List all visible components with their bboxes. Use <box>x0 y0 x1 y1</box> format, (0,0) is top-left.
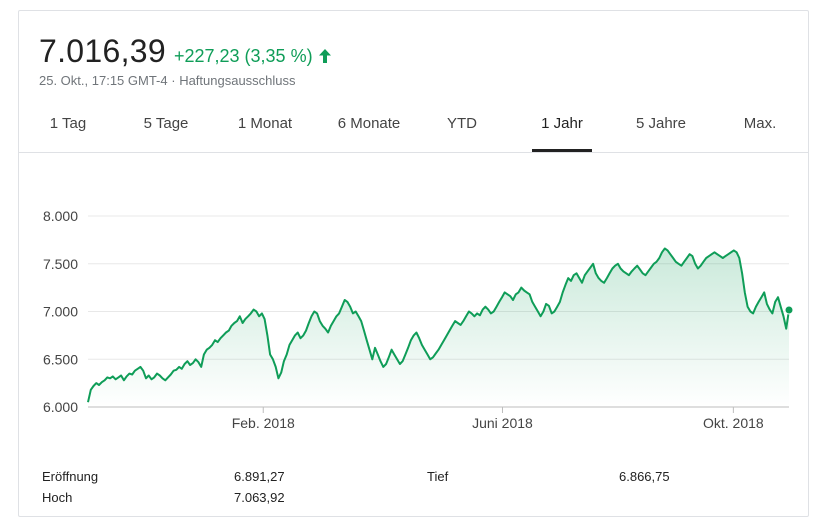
high-value: 7.063,92 <box>234 490 285 505</box>
x-tick-label: Feb. 2018 <box>232 415 295 431</box>
current-price: 7.016,39 <box>39 33 166 69</box>
stock-card: 7.016,39 +227,23 (3,35 %) 25. Okt., 17:1… <box>18 10 809 517</box>
tab-max[interactable]: Max. <box>743 115 777 132</box>
last-price-marker <box>784 305 794 315</box>
arrow-up-icon <box>318 49 331 63</box>
tab-ytd[interactable]: YTD <box>447 115 477 132</box>
stats-table: Eröffnung 6.891,27 Tief 6.866,75 Hoch 7.… <box>19 459 808 509</box>
x-tick-label: Juni 2018 <box>472 415 533 431</box>
high-label: Hoch <box>42 490 73 505</box>
price-change: +227,23 (3,35 %) <box>173 46 313 66</box>
y-tick-label: 7.500 <box>43 256 78 272</box>
tab-5-days[interactable]: 5 Tage <box>143 115 189 132</box>
tab-5-years[interactable]: 5 Jahre <box>635 115 687 132</box>
price-area <box>88 248 789 407</box>
tab-1-day[interactable]: 1 Tag <box>49 115 87 132</box>
price-row: 7.016,39 +227,23 (3,35 %) <box>39 33 331 70</box>
low-label: Tief <box>427 469 449 484</box>
x-tick-label: Okt. 2018 <box>703 415 764 431</box>
tab-1-month[interactable]: 1 Monat <box>237 115 293 132</box>
timestamp: 25. Okt., 17:15 GMT-4 <box>39 73 168 88</box>
y-tick-label: 7.000 <box>43 304 78 320</box>
range-tabs: 1 Tag 5 Tage 1 Monat 6 Monate YTD 1 Jahr… <box>19 107 808 153</box>
open-label: Eröffnung <box>42 469 99 484</box>
price-line <box>87 247 790 403</box>
tab-1-year[interactable]: 1 Jahr <box>532 107 592 152</box>
price-chart[interactable]: 6.000 6.500 7.000 7.500 8.000 Feb. 2018 Juni 2… <box>19 161 808 451</box>
y-tick-label: 8.000 <box>43 208 78 224</box>
y-tick-label: 6.000 <box>43 399 78 415</box>
low-value: 6.866,75 <box>619 469 670 484</box>
tab-6-months[interactable]: 6 Monate <box>337 115 401 132</box>
quote-meta: 25. Okt., 17:15 GMT-4 · Haftungsausschlu… <box>39 73 296 88</box>
separator: · <box>167 73 180 88</box>
y-tick-label: 6.500 <box>43 351 78 367</box>
open-value: 6.891,27 <box>234 469 285 484</box>
disclaimer-link[interactable]: Haftungsausschluss <box>179 73 296 88</box>
